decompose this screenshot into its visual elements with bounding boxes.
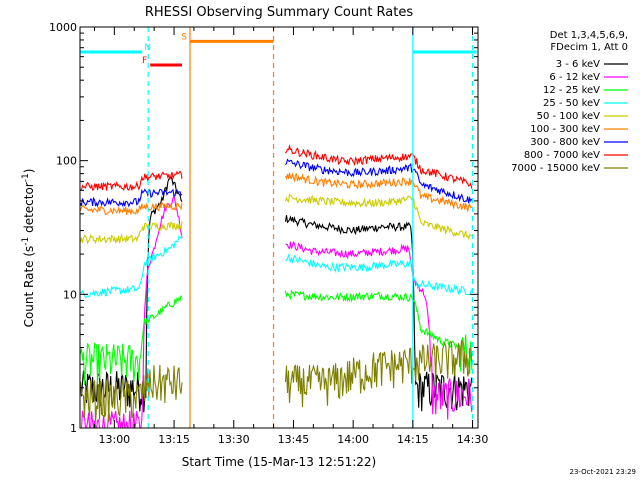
x-axis-label: Start Time (15-Mar-13 12:51:22) — [182, 455, 376, 469]
legend-entry-label: 25 - 50 keV — [543, 98, 600, 109]
x-tick-label: 13:45 — [278, 433, 310, 446]
flag-label-n: N — [144, 43, 151, 53]
plot-frame — [79, 26, 479, 429]
legend-header-line: FDecim 1, Att 0 — [550, 42, 628, 53]
y-axis-label: Count Rate (s-1 detector-1) — [21, 169, 36, 328]
legend-entry-label: 12 - 25 keV — [543, 85, 600, 96]
series-line-5-part-1 — [80, 221, 183, 245]
legend-entry-label: 6 - 12 keV — [549, 72, 600, 83]
series-line-2-part-1 — [80, 194, 183, 428]
series-line-8-part-1 — [80, 170, 183, 192]
legend-entry-label: 100 - 300 keV — [530, 124, 600, 135]
y-tick-label: 10 — [63, 288, 77, 301]
plot-area: NF S — [79, 26, 479, 429]
series-line-8-part-2 — [285, 144, 473, 189]
series-line-6-part-2 — [284, 172, 473, 212]
x-tick-label: 14:15 — [397, 433, 429, 446]
legend-header-line: Det 1,3,4,5,6,9, — [550, 30, 628, 41]
legend: Det 1,3,4,5,6,9,FDecim 1, Att 0 3 - 6 keV… — [511, 30, 628, 174]
legend-entry-label: 7000 - 15000 keV — [511, 163, 600, 174]
series-line-3-part-2 — [284, 289, 473, 374]
x-tick-label: 13:30 — [218, 433, 250, 446]
series-line-9-part-1 — [80, 364, 183, 422]
chart-title: RHESSI Observing Summary Count Rates — [145, 5, 414, 20]
series-line-6-part-1 — [80, 201, 183, 215]
series-line-4-part-1 — [80, 234, 183, 299]
legend-entry-label: 800 - 7000 keV — [524, 150, 600, 161]
series-line-2-part-2 — [285, 241, 473, 420]
x-tick-label: 14:30 — [457, 433, 489, 446]
timestamp: 23-Oct-2021 23:29 — [570, 468, 636, 476]
axis-ticks: 13:00 13:15 13:30 13:45 14:00 14:15 14:30 1 10 10… — [49, 21, 488, 446]
y-tick-label: 1000 — [49, 21, 77, 34]
series-line-3-part-1 — [80, 295, 183, 385]
flag-label-f: F — [142, 56, 147, 66]
series-line-7-part-1 — [80, 188, 183, 208]
x-tick-label: 13:00 — [98, 433, 130, 446]
y-tick-label: 100 — [56, 155, 77, 168]
legend-entry-label: 50 - 100 keV — [537, 111, 601, 122]
x-tick-label: 13:15 — [158, 433, 190, 446]
series-line-9-part-2 — [284, 339, 473, 408]
series-line-7-part-2 — [285, 158, 473, 204]
flag-label-s: S — [181, 32, 187, 42]
plot-clip-group — [80, 27, 477, 428]
legend-entry-label: 300 - 800 keV — [530, 137, 600, 148]
y-tick-label: 1 — [70, 422, 77, 435]
legend-entry-label: 3 - 6 keV — [556, 59, 600, 70]
series-line-5-part-2 — [284, 193, 473, 240]
series-line-4-part-2 — [285, 253, 473, 296]
x-tick-label: 14:00 — [337, 433, 369, 446]
